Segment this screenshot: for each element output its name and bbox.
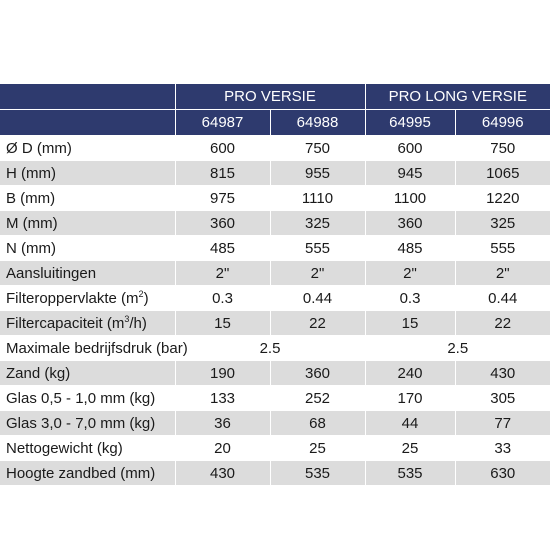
value-cell: 15	[174, 310, 270, 336]
merged-value-cell: 2.5	[174, 335, 366, 361]
value-cell: 25	[364, 435, 456, 461]
value-cell: 600	[174, 135, 270, 161]
value-cell: 955	[269, 160, 366, 186]
row-label: Aansluitingen	[0, 260, 175, 286]
header-corner	[0, 84, 175, 110]
value-cell: 975	[174, 185, 270, 211]
value-cell: 600	[364, 135, 456, 161]
table-row: M (mm) 360 325 360 325	[0, 210, 550, 236]
row-label: Glas 0,5 - 1,0 mm (kg)	[0, 385, 175, 411]
table-row: B (mm) 975 1110 1100 1220	[0, 185, 550, 211]
value-cell: 815	[174, 160, 270, 186]
value-cell: 133	[174, 385, 270, 411]
value-cell: 1220	[454, 185, 550, 211]
value-cell: 2"	[364, 260, 456, 286]
value-cell: 630	[454, 460, 550, 485]
row-label: H (mm)	[0, 160, 175, 186]
header-corner-lower	[0, 109, 175, 136]
table-row: Glas 0,5 - 1,0 mm (kg) 133 252 170 305	[0, 385, 550, 411]
group-header-pro-long: PRO LONG VERSIE	[364, 84, 550, 110]
value-cell: 33	[454, 435, 550, 461]
value-cell: 0.3	[364, 285, 456, 311]
value-cell: 555	[454, 235, 550, 261]
value-cell: 1110	[269, 185, 366, 211]
table-row: Glas 3,0 - 7,0 mm (kg) 36 68 44 77	[0, 410, 550, 436]
row-label: Filtercapaciteit (m3/h)	[0, 310, 175, 336]
table-row: N (mm) 485 555 485 555	[0, 235, 550, 261]
value-cell: 2"	[454, 260, 550, 286]
row-label: N (mm)	[0, 235, 175, 261]
value-cell: 68	[269, 410, 366, 436]
table-row: Aansluitingen 2" 2" 2" 2"	[0, 260, 550, 286]
value-cell: 2"	[269, 260, 366, 286]
value-cell: 20	[174, 435, 270, 461]
value-cell: 22	[454, 310, 550, 336]
row-label: Hoogte zandbed (mm)	[0, 460, 175, 485]
value-cell: 360	[174, 210, 270, 236]
row-label: Filteroppervlakte (m2)	[0, 285, 175, 311]
row-label: M (mm)	[0, 210, 175, 236]
group-header-pro: PRO VERSIE	[174, 84, 366, 110]
value-cell: 240	[364, 360, 456, 386]
value-cell: 252	[269, 385, 366, 411]
product-code: 64987	[174, 109, 270, 136]
value-cell: 325	[269, 210, 366, 236]
table-row: Ø D (mm) 600 750 600 750	[0, 135, 550, 161]
value-cell: 1100	[364, 185, 456, 211]
value-cell: 170	[364, 385, 456, 411]
table-row: H (mm) 815 955 945 1065	[0, 160, 550, 186]
value-cell: 44	[364, 410, 456, 436]
value-cell: 360	[364, 210, 456, 236]
value-cell: 485	[364, 235, 456, 261]
table-row: Filtercapaciteit (m3/h) 15 22 15 22	[0, 310, 550, 336]
table-row: Maximale bedrijfsdruk (bar) 2.5 2.5	[0, 335, 550, 361]
value-cell: 750	[454, 135, 550, 161]
value-cell: 190	[174, 360, 270, 386]
merged-value-cell: 2.5	[364, 335, 550, 361]
table-row: Filteroppervlakte (m2) 0.3 0.44 0.3 0.44	[0, 285, 550, 311]
value-cell: 36	[174, 410, 270, 436]
product-code: 64996	[454, 109, 550, 136]
row-label: Zand (kg)	[0, 360, 175, 386]
value-cell: 305	[454, 385, 550, 411]
value-cell: 0.44	[454, 285, 550, 311]
value-cell: 535	[269, 460, 366, 485]
header-group-row: PRO VERSIE PRO LONG VERSIE	[0, 84, 550, 110]
product-code: 64988	[269, 109, 366, 136]
value-cell: 430	[174, 460, 270, 485]
spec-table: PRO VERSIE PRO LONG VERSIE 64987 64988 6…	[0, 84, 550, 485]
value-cell: 15	[364, 310, 456, 336]
row-label: Ø D (mm)	[0, 135, 175, 161]
value-cell: 750	[269, 135, 366, 161]
row-label: Maximale bedrijfsdruk (bar)	[0, 335, 188, 361]
value-cell: 77	[454, 410, 550, 436]
value-cell: 22	[269, 310, 366, 336]
value-cell: 555	[269, 235, 366, 261]
value-cell: 430	[454, 360, 550, 386]
product-code: 64995	[364, 109, 456, 136]
value-cell: 485	[174, 235, 270, 261]
value-cell: 25	[269, 435, 366, 461]
value-cell: 325	[454, 210, 550, 236]
row-label: B (mm)	[0, 185, 175, 211]
value-cell: 0.44	[269, 285, 366, 311]
table-row: Hoogte zandbed (mm) 430 535 535 630	[0, 460, 550, 485]
table-row: Zand (kg) 190 360 240 430	[0, 360, 550, 386]
value-cell: 2"	[174, 260, 270, 286]
row-label: Nettogewicht (kg)	[0, 435, 175, 461]
row-label: Glas 3,0 - 7,0 mm (kg)	[0, 410, 175, 436]
value-cell: 1065	[454, 160, 550, 186]
table-row: Nettogewicht (kg) 20 25 25 33	[0, 435, 550, 461]
value-cell: 535	[364, 460, 456, 485]
header-code-row: 64987 64988 64995 64996	[0, 109, 550, 136]
value-cell: 360	[269, 360, 366, 386]
value-cell: 0.3	[174, 285, 270, 311]
value-cell: 945	[364, 160, 456, 186]
